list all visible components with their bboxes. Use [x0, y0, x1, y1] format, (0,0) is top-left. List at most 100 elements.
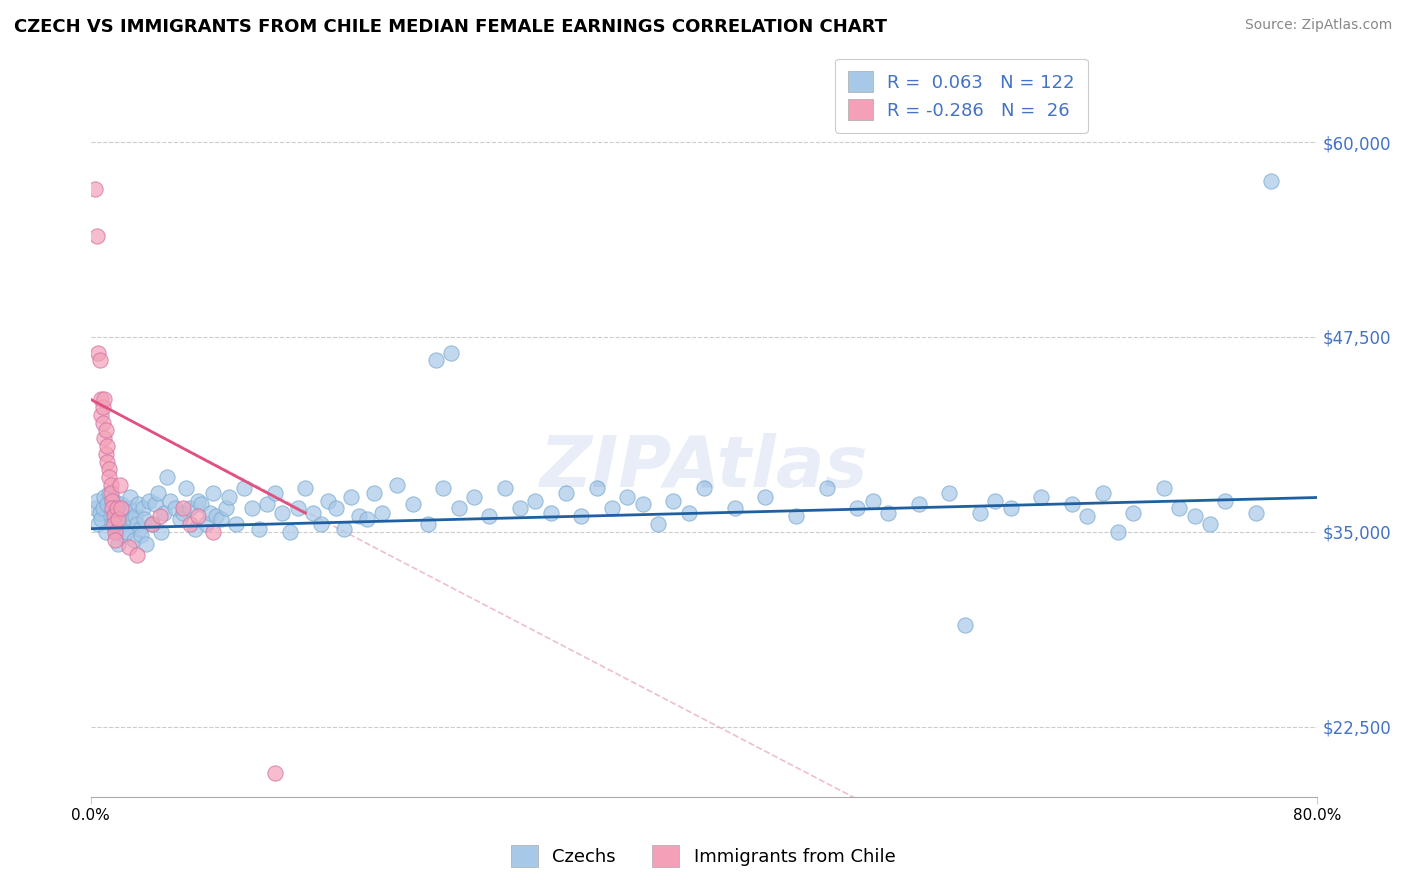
Point	[294, 481, 316, 495]
Point	[156, 470, 179, 484]
Text: Source: ZipAtlas.com: Source: ZipAtlas.com	[1244, 18, 1392, 32]
Point	[132, 501, 155, 516]
Point	[94, 524, 117, 539]
Point	[143, 497, 166, 511]
Point	[877, 506, 900, 520]
Point	[190, 497, 212, 511]
Point	[600, 501, 623, 516]
Point	[96, 497, 118, 511]
Point	[98, 462, 121, 476]
Point	[1184, 509, 1206, 524]
Point	[134, 512, 156, 526]
Point	[256, 497, 278, 511]
Point	[101, 493, 124, 508]
Point	[200, 506, 222, 520]
Point	[1031, 491, 1053, 505]
Point	[1168, 501, 1191, 516]
Point	[233, 481, 256, 495]
Point	[205, 509, 228, 524]
Point	[91, 400, 114, 414]
Point	[616, 491, 638, 505]
Point	[678, 506, 700, 520]
Point	[187, 493, 209, 508]
Point	[524, 493, 547, 508]
Point	[84, 501, 107, 516]
Point	[179, 501, 201, 516]
Point	[93, 491, 115, 505]
Point	[815, 481, 838, 495]
Point	[103, 516, 125, 531]
Point	[94, 424, 117, 438]
Point	[225, 516, 247, 531]
Point	[363, 485, 385, 500]
Text: ZIPAtlas: ZIPAtlas	[540, 433, 869, 501]
Point	[141, 516, 163, 531]
Point	[263, 485, 285, 500]
Point	[214, 501, 236, 516]
Point	[969, 506, 991, 520]
Point	[1244, 506, 1267, 520]
Point	[401, 497, 423, 511]
Point	[340, 491, 363, 505]
Point	[104, 506, 127, 520]
Point	[98, 470, 121, 484]
Point	[150, 524, 173, 539]
Point	[209, 512, 232, 526]
Point	[387, 478, 409, 492]
Point	[174, 481, 197, 495]
Point	[347, 509, 370, 524]
Point	[87, 516, 110, 531]
Point	[90, 512, 112, 526]
Point	[662, 493, 685, 508]
Point	[371, 506, 394, 520]
Point	[141, 516, 163, 531]
Point	[356, 512, 378, 526]
Point	[115, 506, 138, 520]
Point	[103, 493, 125, 508]
Text: CZECH VS IMMIGRANTS FROM CHILE MEDIAN FEMALE EARNINGS CORRELATION CHART: CZECH VS IMMIGRANTS FROM CHILE MEDIAN FE…	[14, 18, 887, 36]
Point	[107, 537, 129, 551]
Point	[138, 493, 160, 508]
Point	[184, 522, 207, 536]
Point	[463, 491, 485, 505]
Point	[179, 516, 201, 531]
Point	[325, 501, 347, 516]
Point	[169, 512, 191, 526]
Point	[104, 533, 127, 547]
Point	[105, 501, 128, 516]
Point	[1122, 506, 1144, 520]
Point	[494, 481, 516, 495]
Point	[108, 478, 131, 492]
Point	[120, 491, 142, 505]
Point	[907, 497, 929, 511]
Point	[110, 497, 132, 511]
Point	[1000, 501, 1022, 516]
Point	[104, 524, 127, 539]
Point	[278, 524, 301, 539]
Point	[103, 509, 125, 524]
Point	[118, 501, 141, 516]
Point	[1091, 485, 1114, 500]
Legend: R =  0.063   N = 122, R = -0.286   N =  26: R = 0.063 N = 122, R = -0.286 N = 26	[835, 59, 1088, 133]
Point	[1153, 481, 1175, 495]
Point	[724, 501, 747, 516]
Point	[302, 506, 325, 520]
Point	[953, 618, 976, 632]
Point	[87, 345, 110, 359]
Point	[647, 516, 669, 531]
Point	[984, 493, 1007, 508]
Point	[146, 485, 169, 500]
Point	[846, 501, 869, 516]
Point	[240, 501, 263, 516]
Point	[121, 512, 143, 526]
Point	[509, 501, 531, 516]
Point	[187, 509, 209, 524]
Point	[247, 522, 270, 536]
Point	[100, 509, 122, 524]
Point	[862, 493, 884, 508]
Point	[416, 516, 439, 531]
Point	[96, 455, 118, 469]
Point	[100, 478, 122, 492]
Point	[287, 501, 309, 516]
Point	[1076, 509, 1098, 524]
